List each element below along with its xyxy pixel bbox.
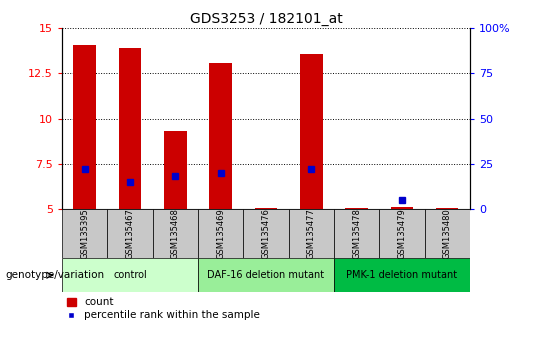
Bar [198, 209, 244, 258]
Title: GDS3253 / 182101_at: GDS3253 / 182101_at [190, 12, 342, 26]
Text: GSM135469: GSM135469 [216, 208, 225, 259]
Bar [198, 258, 334, 292]
Text: GSM135478: GSM135478 [352, 208, 361, 259]
Bar [288, 209, 334, 258]
Text: GSM135476: GSM135476 [261, 208, 271, 259]
Bar [164, 131, 187, 209]
Bar [73, 45, 96, 209]
Bar [107, 209, 153, 258]
Bar [62, 209, 107, 258]
Bar [345, 208, 368, 209]
Text: GSM135480: GSM135480 [443, 208, 451, 259]
Bar [379, 209, 424, 258]
Bar [210, 63, 232, 209]
Bar [424, 209, 470, 258]
Text: DAF-16 deletion mutant: DAF-16 deletion mutant [207, 270, 325, 280]
Text: GSM135395: GSM135395 [80, 208, 89, 259]
Bar [119, 48, 141, 209]
Legend: count, percentile rank within the sample: count, percentile rank within the sample [68, 297, 260, 320]
Text: GSM135468: GSM135468 [171, 208, 180, 259]
Text: GSM135467: GSM135467 [126, 208, 134, 259]
Bar [390, 207, 413, 209]
Text: genotype/variation: genotype/variation [5, 270, 105, 280]
Bar [300, 53, 322, 209]
Bar [62, 258, 198, 292]
Bar [244, 209, 288, 258]
Text: GSM135479: GSM135479 [397, 208, 406, 259]
Bar [153, 209, 198, 258]
Text: PMK-1 deletion mutant: PMK-1 deletion mutant [346, 270, 457, 280]
Bar [334, 209, 379, 258]
Bar [255, 208, 277, 209]
Text: GSM135477: GSM135477 [307, 208, 316, 259]
Bar [436, 208, 458, 209]
Bar [334, 258, 470, 292]
Text: control: control [113, 270, 147, 280]
